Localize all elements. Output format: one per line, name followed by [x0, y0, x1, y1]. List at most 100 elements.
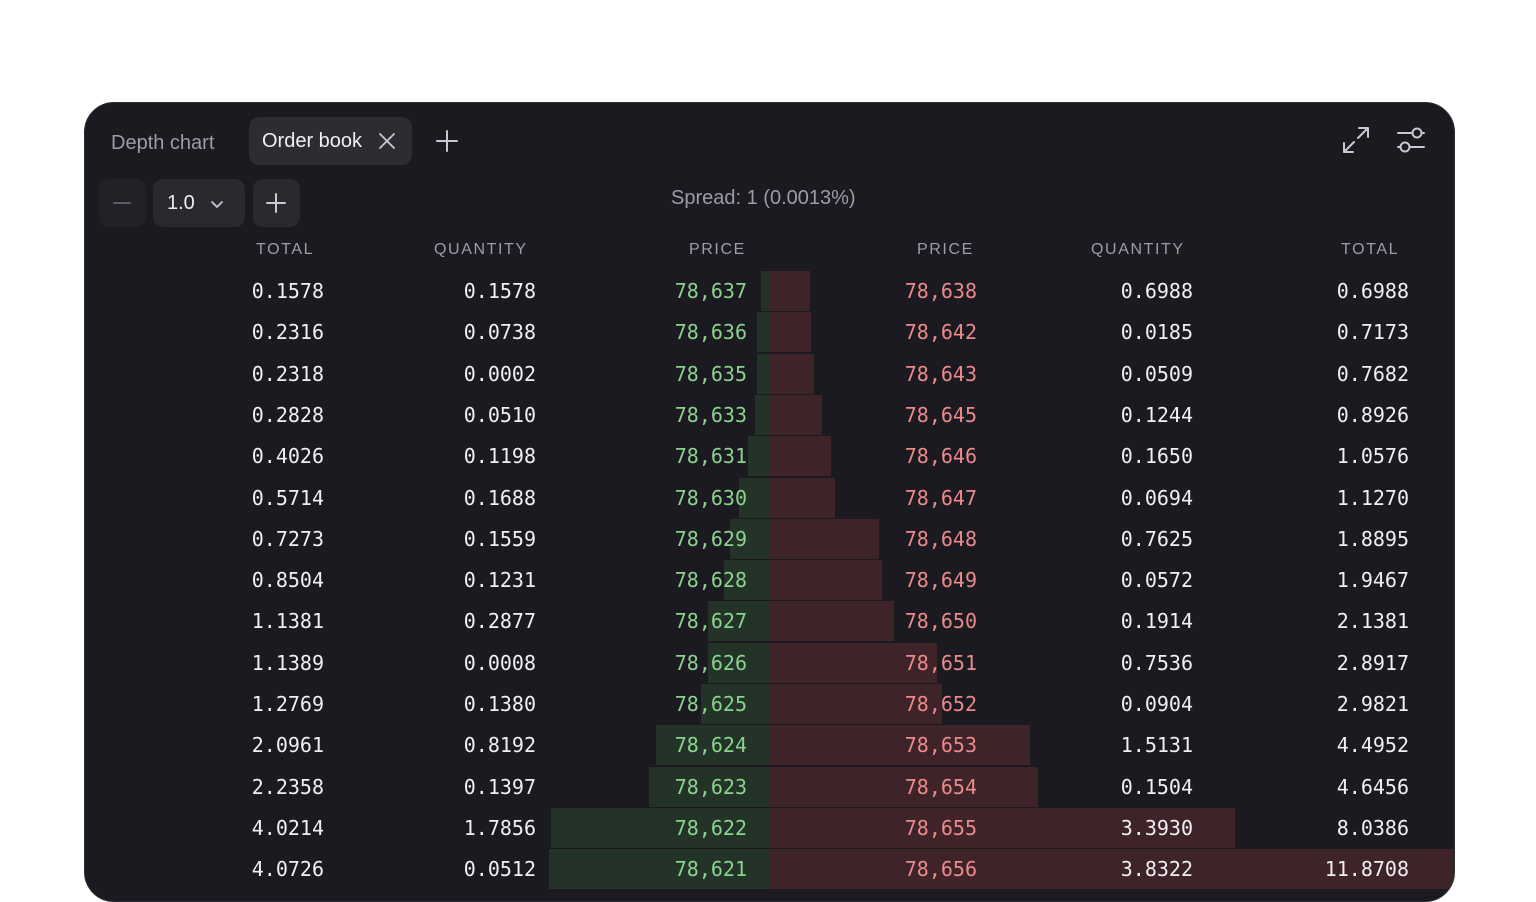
cell-bid-price: 78,621 — [674, 857, 747, 882]
cell-ask-total: 0.7682 — [1336, 361, 1409, 386]
cell-bid-total: 0.5714 — [251, 485, 324, 510]
cell-bid-total: 0.1578 — [251, 279, 324, 303]
ask-depth-bar — [770, 312, 812, 353]
cell-ask-total: 0.7173 — [1336, 320, 1409, 345]
cell-ask-quantity: 0.0572 — [1120, 568, 1193, 593]
bid-depth-bar — [708, 601, 770, 642]
tab-depth-chart[interactable]: Depth chart — [111, 132, 215, 154]
cell-bid-quantity: 0.1578 — [463, 279, 536, 303]
chevron-down-icon — [211, 201, 223, 208]
cell-ask-price: 78,654 — [904, 774, 977, 799]
cell-ask-quantity: 3.8322 — [1120, 857, 1193, 882]
ask-depth-bar — [770, 725, 1030, 766]
cell-ask-price: 78,647 — [904, 485, 977, 510]
cell-bid-total: 0.8504 — [251, 568, 324, 593]
bid-depth-bar — [761, 271, 770, 311]
cell-bid-price: 78,628 — [674, 568, 747, 593]
increment-tick-button[interactable] — [253, 179, 300, 227]
order-book-row[interactable]: 4.0726 0.0512 78,621 78,656 3.8322 11.8708 — [85, 849, 1454, 890]
ask-depth-bar — [770, 642, 938, 683]
order-book-row[interactable]: 1.1389 0.0008 78,626 78,651 0.7536 2.8917 — [85, 642, 1454, 684]
header-bid-quantity: QUANTITY — [434, 241, 528, 258]
cell-bid-total: 1.1389 — [251, 650, 324, 675]
cell-bid-total: 1.2769 — [251, 692, 324, 716]
cell-bid-quantity: 0.0512 — [463, 857, 536, 882]
bid-depth-bar — [757, 312, 770, 353]
cell-bid-price: 78,637 — [674, 279, 747, 303]
cell-bid-price: 78,631 — [674, 444, 747, 469]
cell-ask-quantity: 1.5131 — [1120, 733, 1193, 758]
cell-bid-price: 78,630 — [674, 485, 747, 510]
decrement-tick-button[interactable] — [99, 179, 146, 227]
cell-bid-price: 78,625 — [674, 692, 747, 716]
cell-bid-total: 0.7273 — [251, 526, 324, 551]
cell-bid-quantity: 0.1688 — [463, 485, 536, 510]
cell-bid-quantity: 0.0002 — [463, 361, 536, 386]
cell-bid-quantity: 0.1397 — [463, 774, 536, 799]
cell-ask-total: 2.8917 — [1336, 650, 1409, 675]
cell-ask-total: 8.0386 — [1336, 815, 1409, 840]
cell-bid-quantity: 0.0008 — [463, 650, 536, 675]
cell-ask-price: 78,655 — [904, 815, 977, 840]
cell-ask-quantity: 0.0904 — [1120, 692, 1193, 716]
cell-ask-price: 78,656 — [904, 857, 977, 882]
cell-bid-price: 78,636 — [674, 320, 747, 345]
expand-icon[interactable] — [1339, 123, 1373, 157]
order-book-row[interactable]: 0.8504 0.1231 78,628 78,649 0.0572 1.9467 — [85, 560, 1454, 601]
cell-ask-price: 78,652 — [904, 692, 977, 716]
bid-depth-bar — [708, 642, 770, 683]
cell-ask-quantity: 3.3930 — [1120, 815, 1193, 840]
cell-bid-total: 4.0726 — [251, 857, 324, 882]
cell-ask-total: 0.8926 — [1336, 402, 1409, 427]
cell-bid-price: 78,633 — [674, 402, 747, 427]
cell-bid-quantity: 0.1231 — [463, 568, 536, 593]
order-book-row[interactable]: 0.2318 0.0002 78,635 78,643 0.0509 0.7682 — [85, 353, 1454, 395]
cell-ask-price: 78,653 — [904, 733, 977, 758]
tick-size-value: 1.0 — [167, 191, 195, 214]
order-book-row[interactable]: 4.0214 1.7856 78,622 78,655 3.3930 8.0386 — [85, 807, 1454, 849]
order-book-row[interactable]: 2.2358 0.1397 78,623 78,654 0.1504 4.6456 — [85, 766, 1454, 808]
cell-ask-quantity: 0.0509 — [1120, 361, 1193, 386]
cell-bid-total: 2.2358 — [251, 774, 324, 799]
sliders-icon[interactable] — [1394, 123, 1428, 157]
plus-icon — [266, 193, 286, 213]
bid-depth-bar — [738, 477, 770, 518]
ask-depth-bar — [770, 766, 1039, 807]
cell-ask-total: 0.6988 — [1336, 279, 1409, 303]
tab-order-book[interactable]: Order book — [249, 117, 412, 165]
tick-size-select[interactable]: 1.0 — [153, 179, 245, 227]
cell-ask-quantity: 0.1650 — [1120, 444, 1193, 469]
bid-depth-bar — [730, 518, 770, 559]
cell-ask-price: 78,642 — [904, 320, 977, 345]
order-book-row[interactable]: 1.1381 0.2877 78,627 78,650 0.1914 2.1381 — [85, 601, 1454, 642]
order-book-row[interactable]: 0.2828 0.0510 78,633 78,645 0.1244 0.8926 — [85, 394, 1454, 436]
cell-bid-total: 2.0961 — [251, 733, 324, 758]
ask-depth-bar — [770, 271, 811, 311]
close-icon[interactable] — [376, 130, 398, 152]
header-ask-price: PRICE — [917, 241, 974, 258]
bid-depth-bar — [757, 353, 770, 394]
cell-bid-quantity: 0.1559 — [463, 526, 536, 551]
order-book-row[interactable]: 0.7273 0.1559 78,629 78,648 0.7625 1.8895 — [85, 518, 1454, 560]
bid-depth-bar — [548, 849, 770, 890]
order-book-row[interactable]: 1.2769 0.1380 78,625 78,652 0.0904 2.9821 — [85, 684, 1454, 725]
ask-depth-bar — [770, 518, 880, 559]
cell-ask-quantity: 0.7625 — [1120, 526, 1193, 551]
cell-ask-quantity: 0.1914 — [1120, 609, 1193, 634]
order-book-row[interactable]: 0.2316 0.0738 78,636 78,642 0.0185 0.7173 — [85, 312, 1454, 353]
order-book-row[interactable]: 0.5714 0.1688 78,630 78,647 0.0694 1.1270 — [85, 477, 1454, 519]
order-book-row[interactable]: 0.1578 0.1578 78,637 78,638 0.6988 0.6988 — [85, 271, 1454, 312]
cell-ask-quantity: 0.7536 — [1120, 650, 1193, 675]
header-bid-price: PRICE — [689, 241, 746, 258]
cell-ask-price: 78,645 — [904, 402, 977, 427]
header-ask-total: TOTAL — [1341, 241, 1400, 258]
cell-bid-quantity: 0.2877 — [463, 609, 536, 634]
cell-ask-total: 1.9467 — [1336, 568, 1409, 593]
cell-bid-price: 78,626 — [674, 650, 747, 675]
cell-ask-total: 4.4952 — [1336, 733, 1409, 758]
cell-bid-quantity: 0.1198 — [463, 444, 536, 469]
cell-ask-quantity: 0.1504 — [1120, 774, 1193, 799]
order-book-row[interactable]: 0.4026 0.1198 78,631 78,646 0.1650 1.0576 — [85, 436, 1454, 477]
order-book-row[interactable]: 2.0961 0.8192 78,624 78,653 1.5131 4.4952 — [85, 725, 1454, 766]
plus-icon[interactable] — [434, 128, 460, 154]
